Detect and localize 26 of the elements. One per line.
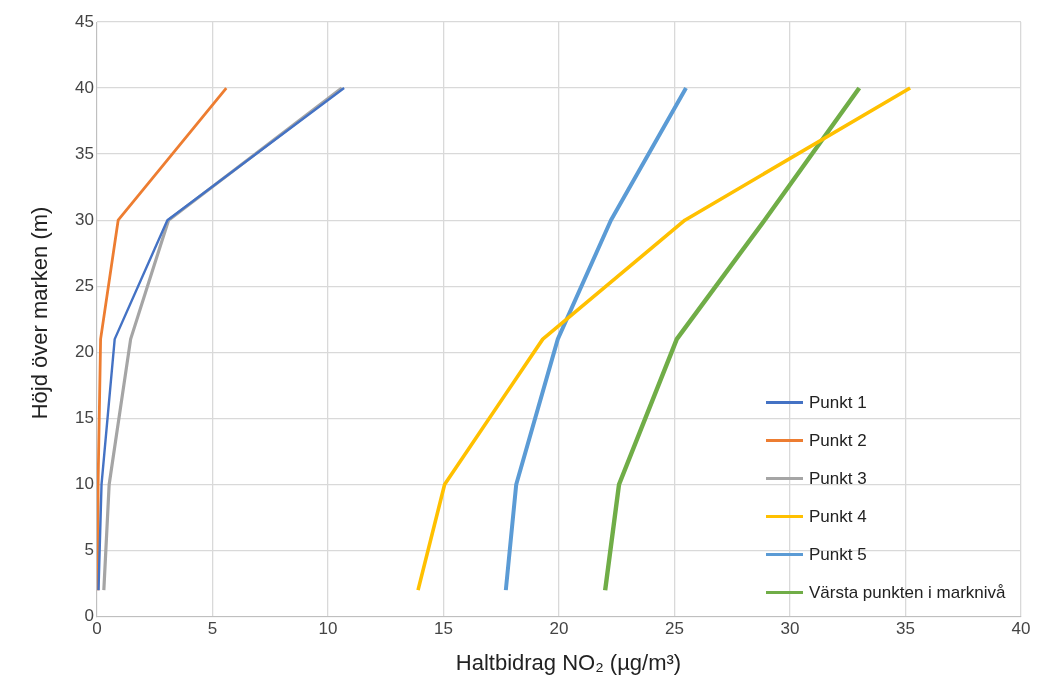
legend-label: Punkt 2: [809, 430, 867, 451]
legend-label: Punkt 3: [809, 468, 867, 489]
legend-label: Punkt 1: [809, 392, 867, 413]
y-tick-label: 30: [74, 209, 94, 229]
legend-label: Punkt 4: [809, 506, 867, 527]
x-tick-label: 35: [896, 619, 915, 639]
y-tick-label: 10: [74, 474, 94, 494]
x-tick-label: 30: [780, 619, 800, 639]
x-tick-label: 20: [549, 619, 569, 639]
x-tick-label: 5: [207, 619, 218, 639]
x-tick-label: 10: [318, 619, 338, 639]
y-tick-label: 25: [74, 275, 94, 295]
x-tick-label: 40: [1011, 619, 1031, 639]
y-tick-label: 45: [74, 11, 94, 31]
y-tick-label: 20: [74, 342, 94, 362]
y-tick-label: 0: [84, 606, 94, 626]
x-tick-label: 25: [665, 619, 684, 639]
y-tick-label: 15: [74, 408, 94, 428]
x-tick-label: 15: [433, 619, 453, 639]
y-axis-title: Höjd över marken (m): [27, 205, 53, 422]
x-axis-title: Haltbidrag NO₂ (µg/m³): [454, 650, 683, 676]
y-tick-label: 40: [74, 77, 94, 97]
y-tick-label: 35: [74, 143, 94, 163]
y-tick-label: 5: [84, 540, 94, 560]
legend-label: Punkt 5: [809, 544, 867, 565]
legend-label: Värsta punkten i marknivå: [809, 582, 1006, 603]
